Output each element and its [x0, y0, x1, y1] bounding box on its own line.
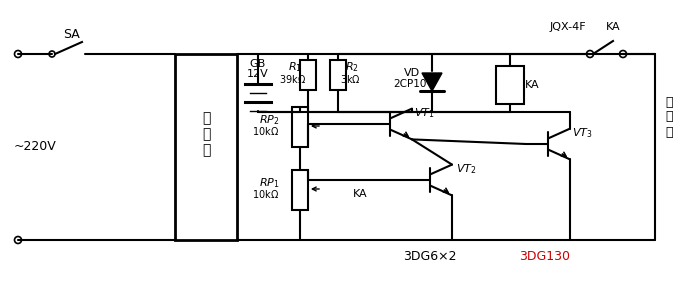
Text: ~220V: ~220V: [14, 140, 57, 153]
Bar: [292, 170, 308, 210]
Text: GB: GB: [250, 59, 266, 69]
Text: 充
电
机: 充 电 机: [201, 111, 210, 157]
Text: KA: KA: [352, 189, 367, 199]
Text: $VT_1$: $VT_1$: [414, 106, 434, 120]
Text: KA: KA: [606, 22, 620, 32]
Text: 10k$\Omega$: 10k$\Omega$: [252, 188, 279, 200]
Circle shape: [14, 237, 21, 243]
Text: 2CP10: 2CP10: [393, 79, 427, 89]
Text: KA: KA: [525, 80, 540, 90]
Bar: [292, 107, 308, 147]
Text: $R_2$: $R_2$: [345, 60, 359, 74]
Text: $RP_1$: $RP_1$: [260, 176, 280, 190]
Circle shape: [619, 50, 626, 58]
Polygon shape: [422, 73, 442, 91]
Bar: [175, 54, 237, 240]
Text: 10k$\Omega$: 10k$\Omega$: [252, 125, 279, 137]
Text: 3DG130: 3DG130: [520, 250, 570, 263]
Text: 3DG6×2: 3DG6×2: [403, 250, 457, 263]
Bar: [330, 60, 346, 90]
Text: $VT_3$: $VT_3$: [572, 126, 592, 140]
Text: SA: SA: [64, 28, 81, 41]
Text: JQX-4F: JQX-4F: [550, 22, 586, 32]
Circle shape: [49, 51, 55, 57]
Text: $RP_2$: $RP_2$: [260, 113, 280, 127]
Bar: [300, 60, 316, 90]
Circle shape: [14, 50, 21, 58]
Text: 接
负
载: 接 负 载: [665, 96, 673, 138]
Bar: [496, 66, 524, 104]
Text: $VT_2$: $VT_2$: [456, 162, 476, 176]
Text: 12V: 12V: [247, 69, 269, 79]
Text: 3k$\Omega$: 3k$\Omega$: [339, 73, 361, 85]
Text: $R_1$: $R_1$: [288, 60, 302, 74]
Circle shape: [587, 50, 594, 58]
Text: VD: VD: [404, 68, 420, 78]
Text: 39k$\Omega$: 39k$\Omega$: [279, 73, 307, 85]
